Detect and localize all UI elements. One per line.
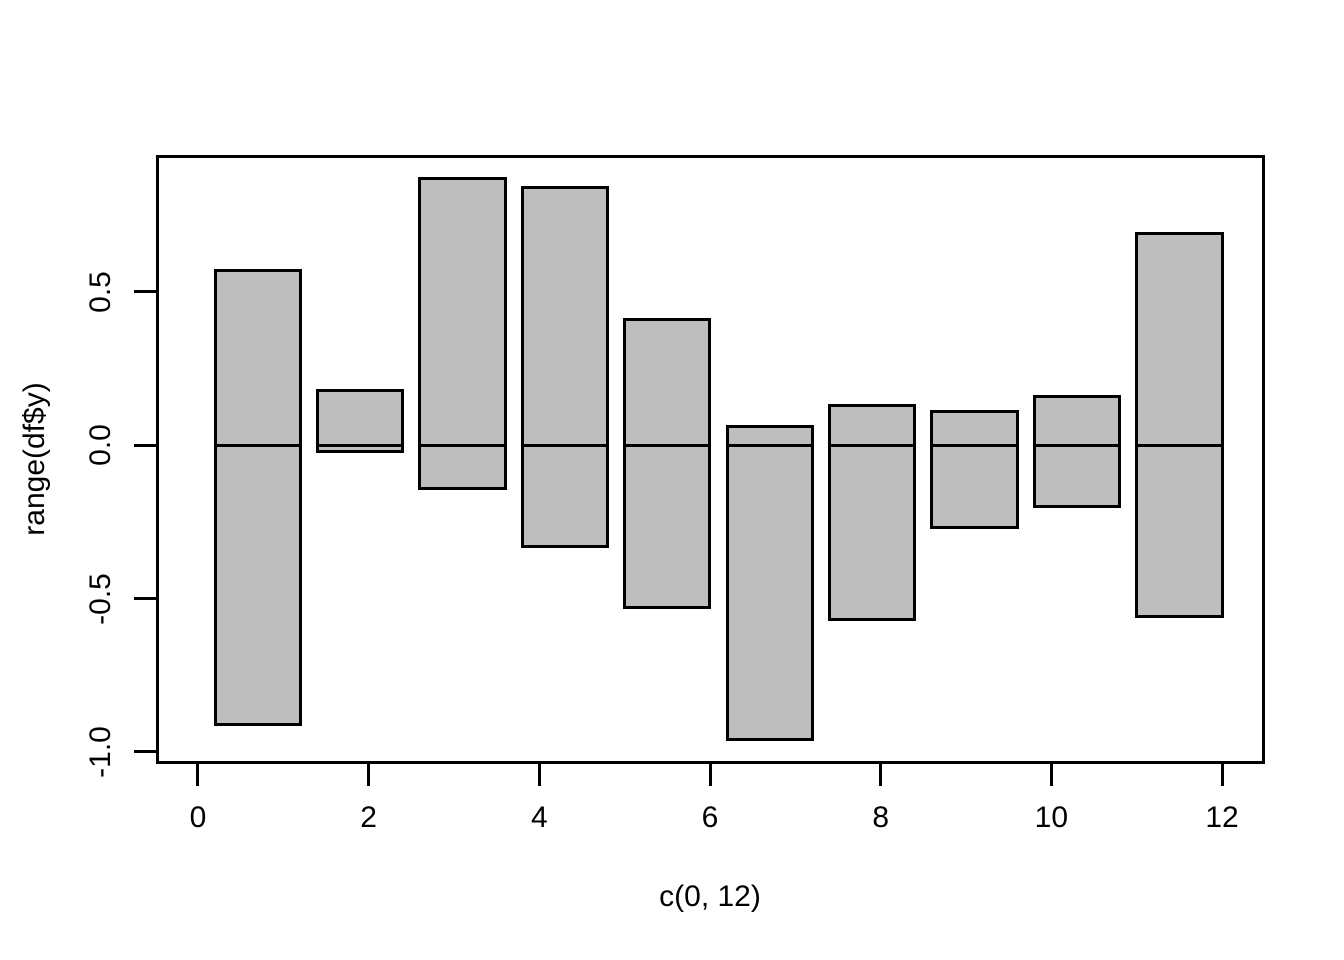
x-axis-tick-label: 10 [1034, 801, 1069, 834]
y-axis-tick [133, 597, 156, 600]
bar [725, 425, 814, 742]
bar-baseline [213, 443, 302, 447]
y-axis-tick-label: -0.5 [84, 572, 117, 625]
plot-area-border [155, 154, 1265, 764]
bar [520, 186, 610, 548]
bar [930, 409, 1019, 530]
bar-baseline [623, 443, 712, 447]
bar [623, 317, 712, 610]
bar-baseline [1135, 443, 1224, 447]
bar-baseline [1032, 443, 1122, 447]
x-axis-tick [708, 763, 712, 786]
bar-baseline [725, 443, 814, 447]
bar [1135, 232, 1224, 619]
x-axis-tick-label: 2 [360, 801, 377, 834]
bar [315, 388, 405, 453]
bar [418, 176, 507, 490]
y-axis-tick-label: 0.0 [84, 424, 117, 467]
bar-baseline [418, 443, 507, 447]
x-axis-title: c(0, 12) [659, 880, 761, 913]
bar [213, 268, 302, 726]
y-axis-tick-label: 0.5 [84, 271, 117, 313]
bar-baseline [520, 443, 610, 447]
x-axis-tick [879, 763, 883, 786]
x-axis-tick [1049, 763, 1053, 786]
y-axis-title: range(df$y) [18, 382, 51, 536]
x-axis-tick [196, 763, 200, 786]
y-axis-tick [133, 750, 156, 754]
x-axis-tick [1220, 763, 1224, 786]
x-axis-tick [537, 763, 541, 786]
x-axis-tick-label: 0 [189, 801, 207, 834]
x-axis-tick-label: 12 [1205, 801, 1239, 834]
x-axis-tick-label: 4 [530, 801, 548, 834]
bar [1032, 394, 1122, 509]
bar-baseline [827, 443, 917, 447]
y-axis-tick [133, 443, 156, 447]
bar-baseline [315, 443, 405, 447]
bar-baseline [930, 443, 1019, 447]
x-axis-tick-label: 6 [701, 801, 719, 834]
y-axis-tick-label: -1.0 [84, 725, 117, 778]
x-axis-tick-label: 8 [872, 801, 890, 834]
x-axis-tick [367, 763, 371, 786]
y-axis-tick [133, 290, 156, 294]
bar [827, 403, 917, 622]
